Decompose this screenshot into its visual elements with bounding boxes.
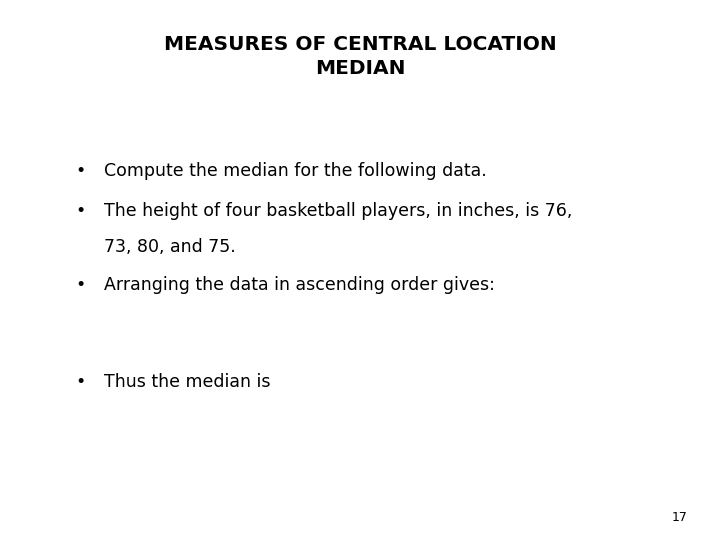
Text: 73, 80, and 75.: 73, 80, and 75. [104, 238, 236, 255]
Text: MEASURES OF CENTRAL LOCATION
MEDIAN: MEASURES OF CENTRAL LOCATION MEDIAN [163, 35, 557, 78]
Text: Arranging the data in ascending order gives:: Arranging the data in ascending order gi… [104, 276, 495, 294]
Text: •: • [76, 202, 86, 220]
Text: 17: 17 [672, 511, 688, 524]
Text: Thus the median is: Thus the median is [104, 373, 271, 390]
Text: •: • [76, 276, 86, 294]
Text: •: • [76, 162, 86, 180]
Text: •: • [76, 373, 86, 390]
Text: Compute the median for the following data.: Compute the median for the following dat… [104, 162, 487, 180]
Text: The height of four basketball players, in inches, is 76,: The height of four basketball players, i… [104, 202, 573, 220]
